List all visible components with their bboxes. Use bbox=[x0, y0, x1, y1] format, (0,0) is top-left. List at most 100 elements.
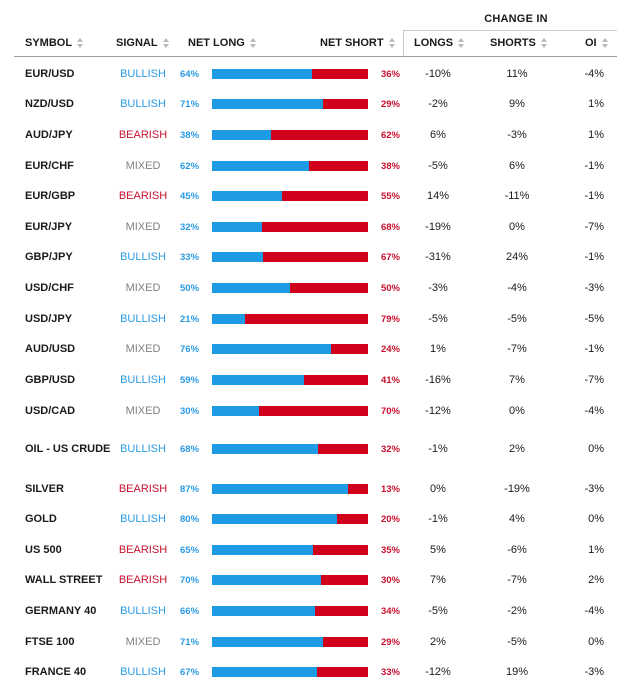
sort-icon[interactable] bbox=[458, 37, 465, 49]
table-row[interactable]: WALL STREET BEARISH 70% 30% 7% -7% 2% bbox=[0, 565, 633, 595]
symbol-cell[interactable]: NZD/USD bbox=[25, 97, 74, 110]
table-row[interactable]: AUD/JPY BEARISH 38% 62% 6% -3% 1% bbox=[0, 120, 633, 150]
oi-change-cell: -1% bbox=[584, 251, 604, 263]
signal-cell: BULLISH bbox=[120, 443, 166, 455]
column-header-net-long[interactable]: NET LONG bbox=[188, 35, 256, 51]
symbol-cell[interactable]: AUD/USD bbox=[25, 342, 76, 355]
symbol-cell[interactable]: GERMANY 40 bbox=[25, 604, 97, 617]
net-long-bar-fill bbox=[212, 344, 331, 354]
signal-cell: BULLISH bbox=[120, 605, 166, 617]
sentiment-bar bbox=[212, 222, 368, 232]
symbol-cell[interactable]: EUR/JPY bbox=[25, 220, 73, 233]
symbol-cell[interactable]: GBP/USD bbox=[25, 373, 76, 386]
symbol-cell[interactable]: USD/JPY bbox=[25, 312, 73, 325]
column-header-shorts[interactable]: SHORTS bbox=[490, 35, 547, 51]
column-header-oi[interactable]: OI bbox=[585, 35, 608, 51]
table-row[interactable]: USD/CAD MIXED 30% 70% -12% 0% -4% bbox=[0, 396, 633, 426]
sentiment-bar bbox=[212, 375, 368, 385]
table-row[interactable]: SILVER BEARISH 87% 13% 0% -19% -3% bbox=[0, 474, 633, 504]
symbol-cell[interactable]: GOLD bbox=[25, 512, 57, 525]
header-divider bbox=[14, 56, 617, 57]
column-header-symbol[interactable]: SYMBOL bbox=[25, 35, 84, 51]
table-row[interactable]: AUD/USD MIXED 76% 24% 1% -7% -1% bbox=[0, 334, 633, 364]
symbol-cell[interactable]: EUR/GBP bbox=[25, 189, 76, 202]
table-row[interactable]: FRANCE 40 BULLISH 67% 33% -12% 19% -3% bbox=[0, 657, 633, 687]
net-long-cell: 50% bbox=[180, 282, 200, 294]
table-row[interactable]: GOLD BULLISH 80% 20% -1% 4% 0% bbox=[0, 504, 633, 534]
longs-change-cell: -10% bbox=[425, 68, 451, 80]
column-header-signal[interactable]: SIGNAL bbox=[116, 35, 169, 51]
net-long-bar-fill bbox=[212, 283, 290, 293]
column-header-symbol-label: SYMBOL bbox=[25, 37, 73, 49]
symbol-cell[interactable]: US 500 bbox=[25, 543, 62, 556]
longs-change-cell: 1% bbox=[430, 343, 446, 355]
oi-change-cell: -1% bbox=[584, 190, 604, 202]
net-long-bar-fill bbox=[212, 606, 315, 616]
net-long-bar-fill bbox=[212, 69, 312, 79]
shorts-change-cell: 6% bbox=[509, 160, 525, 172]
oi-change-cell: -1% bbox=[584, 343, 604, 355]
column-header-longs[interactable]: LONGS bbox=[414, 35, 465, 51]
table-row[interactable]: NZD/USD BULLISH 71% 29% -2% 9% 1% bbox=[0, 89, 633, 119]
oi-change-cell: 0% bbox=[588, 513, 604, 525]
symbol-cell[interactable]: FRANCE 40 bbox=[25, 665, 87, 678]
sort-icon[interactable] bbox=[77, 37, 84, 49]
longs-change-cell: -16% bbox=[425, 374, 451, 386]
sentiment-bar bbox=[212, 514, 368, 524]
signal-cell: BULLISH bbox=[120, 98, 166, 110]
shorts-change-cell: -3% bbox=[507, 129, 527, 141]
table-row[interactable]: EUR/USD BULLISH 64% 36% -10% 11% -4% bbox=[0, 59, 633, 89]
symbol-cell[interactable]: AUD/JPY bbox=[25, 128, 73, 141]
symbol-cell[interactable]: OIL - US CRUDE bbox=[25, 442, 111, 455]
oi-change-cell: -4% bbox=[584, 405, 604, 417]
signal-cell: BEARISH bbox=[118, 574, 168, 586]
symbol-cell[interactable]: SILVER bbox=[25, 482, 64, 495]
symbol-cell[interactable]: EUR/USD bbox=[25, 67, 75, 80]
symbol-cell[interactable]: USD/CHF bbox=[25, 281, 74, 294]
table-row[interactable]: USD/JPY BULLISH 21% 79% -5% -5% -5% bbox=[0, 304, 633, 334]
net-short-cell: 24% bbox=[380, 343, 400, 355]
table-row[interactable]: US 500 BEARISH 65% 35% 5% -6% 1% bbox=[0, 535, 633, 565]
table-row[interactable]: EUR/CHF MIXED 62% 38% -5% 6% -1% bbox=[0, 151, 633, 181]
net-long-bar-fill bbox=[212, 514, 337, 524]
sentiment-bar bbox=[212, 606, 368, 616]
oi-change-cell: 1% bbox=[588, 129, 604, 141]
net-short-cell: 13% bbox=[380, 483, 400, 495]
column-header-net-long-label: NET LONG bbox=[188, 37, 245, 49]
sentiment-bar bbox=[212, 69, 368, 79]
longs-change-cell: 14% bbox=[426, 190, 450, 202]
table-row[interactable]: EUR/GBP BEARISH 45% 55% 14% -11% -1% bbox=[0, 181, 633, 211]
table-row[interactable]: USD/CHF MIXED 50% 50% -3% -4% -3% bbox=[0, 273, 633, 303]
table-row[interactable]: GBP/JPY BULLISH 33% 67% -31% 24% -1% bbox=[0, 242, 633, 272]
symbol-cell[interactable]: FTSE 100 bbox=[25, 635, 75, 648]
table-row[interactable]: GERMANY 40 BULLISH 66% 34% -5% -2% -4% bbox=[0, 596, 633, 626]
signal-cell: MIXED bbox=[125, 221, 161, 233]
net-long-bar-fill bbox=[212, 161, 309, 171]
column-header-shorts-label: SHORTS bbox=[490, 37, 536, 49]
net-long-bar-fill bbox=[212, 575, 322, 585]
symbol-cell[interactable]: WALL STREET bbox=[25, 573, 103, 586]
column-header-net-short[interactable]: NET SHORT bbox=[320, 35, 395, 51]
shorts-change-cell: 24% bbox=[505, 251, 529, 263]
longs-change-cell: -2% bbox=[428, 98, 448, 110]
symbol-cell[interactable]: USD/CAD bbox=[25, 404, 76, 417]
longs-change-cell: -19% bbox=[425, 221, 451, 233]
sort-icon[interactable] bbox=[601, 37, 608, 49]
table-row[interactable]: FTSE 100 MIXED 71% 29% 2% -5% 0% bbox=[0, 627, 633, 657]
net-short-cell: 29% bbox=[380, 636, 400, 648]
table-row[interactable]: OIL - US CRUDE BULLISH 68% 32% -1% 2% 0% bbox=[0, 429, 633, 469]
sort-icon[interactable] bbox=[249, 37, 256, 49]
table-row[interactable]: EUR/JPY MIXED 32% 68% -19% 0% -7% bbox=[0, 212, 633, 242]
signal-cell: BULLISH bbox=[120, 513, 166, 525]
sort-icon[interactable] bbox=[162, 37, 169, 49]
shorts-change-cell: 2% bbox=[509, 443, 525, 455]
symbol-cell[interactable]: EUR/CHF bbox=[25, 159, 74, 172]
sort-icon[interactable] bbox=[388, 37, 395, 49]
symbol-cell[interactable]: GBP/JPY bbox=[25, 250, 73, 263]
table-row[interactable]: GBP/USD BULLISH 59% 41% -16% 7% -7% bbox=[0, 365, 633, 395]
oi-change-cell: -3% bbox=[584, 666, 604, 678]
sort-icon[interactable] bbox=[540, 37, 547, 49]
longs-change-cell: -12% bbox=[425, 405, 451, 417]
shorts-change-cell: -5% bbox=[507, 636, 527, 648]
net-short-cell: 29% bbox=[380, 98, 400, 110]
